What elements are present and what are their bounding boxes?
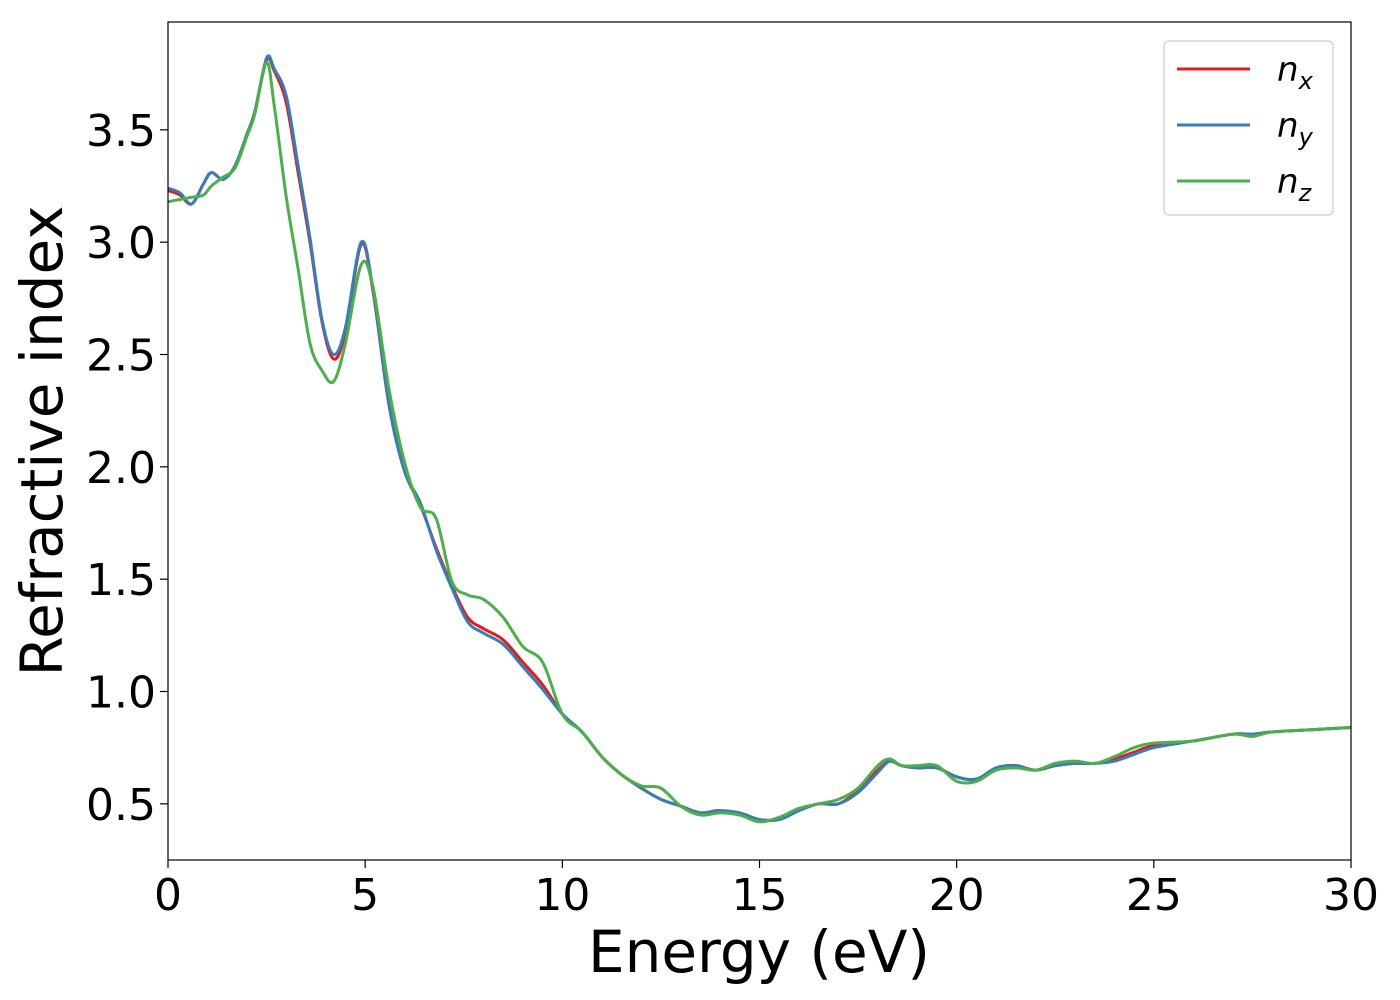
x-tick-label: 15 xyxy=(732,870,788,921)
x-tick-label: 30 xyxy=(1323,870,1379,921)
series-layer xyxy=(168,54,1351,824)
legend-label-x: nx xyxy=(1277,50,1314,95)
legend-label-base: n xyxy=(1277,50,1299,90)
y-tick-label: 3.5 xyxy=(86,106,156,157)
legend-label-y: ny xyxy=(1277,106,1314,151)
legend-label-z: nz xyxy=(1277,162,1313,207)
legend-label-subscript: x xyxy=(1298,67,1314,95)
legend-label-subscript: y xyxy=(1298,123,1314,151)
y-tick-label: 1.0 xyxy=(86,668,156,719)
y-tick-label: 1.5 xyxy=(86,555,156,606)
x-tick-label: 0 xyxy=(154,870,182,921)
axes-layer: 0 5 10 15 20 25 30 0.5 1.0 1.5 2.0 2.5 3.0 3.5 xyxy=(86,21,1379,921)
series-line-z xyxy=(168,60,1351,824)
legend-label-base: n xyxy=(1277,106,1299,146)
x-tick-label: 10 xyxy=(534,870,590,921)
y-axis-title: Refractive index xyxy=(8,205,76,676)
y-tick-label: 2.5 xyxy=(86,331,156,382)
legend-box xyxy=(1163,40,1334,216)
x-axis-title: Energy (eV) xyxy=(588,918,930,986)
y-tick-label: 0.5 xyxy=(86,780,156,831)
legend-label-subscript: z xyxy=(1298,179,1313,207)
x-tick-label: 20 xyxy=(929,870,985,921)
y-tick-label: 3.0 xyxy=(86,218,156,269)
legend-label-base: n xyxy=(1277,162,1299,202)
x-tick-label: 25 xyxy=(1126,870,1182,921)
x-tick-label: 5 xyxy=(351,870,379,921)
y-tick-label: 2.0 xyxy=(86,443,156,494)
